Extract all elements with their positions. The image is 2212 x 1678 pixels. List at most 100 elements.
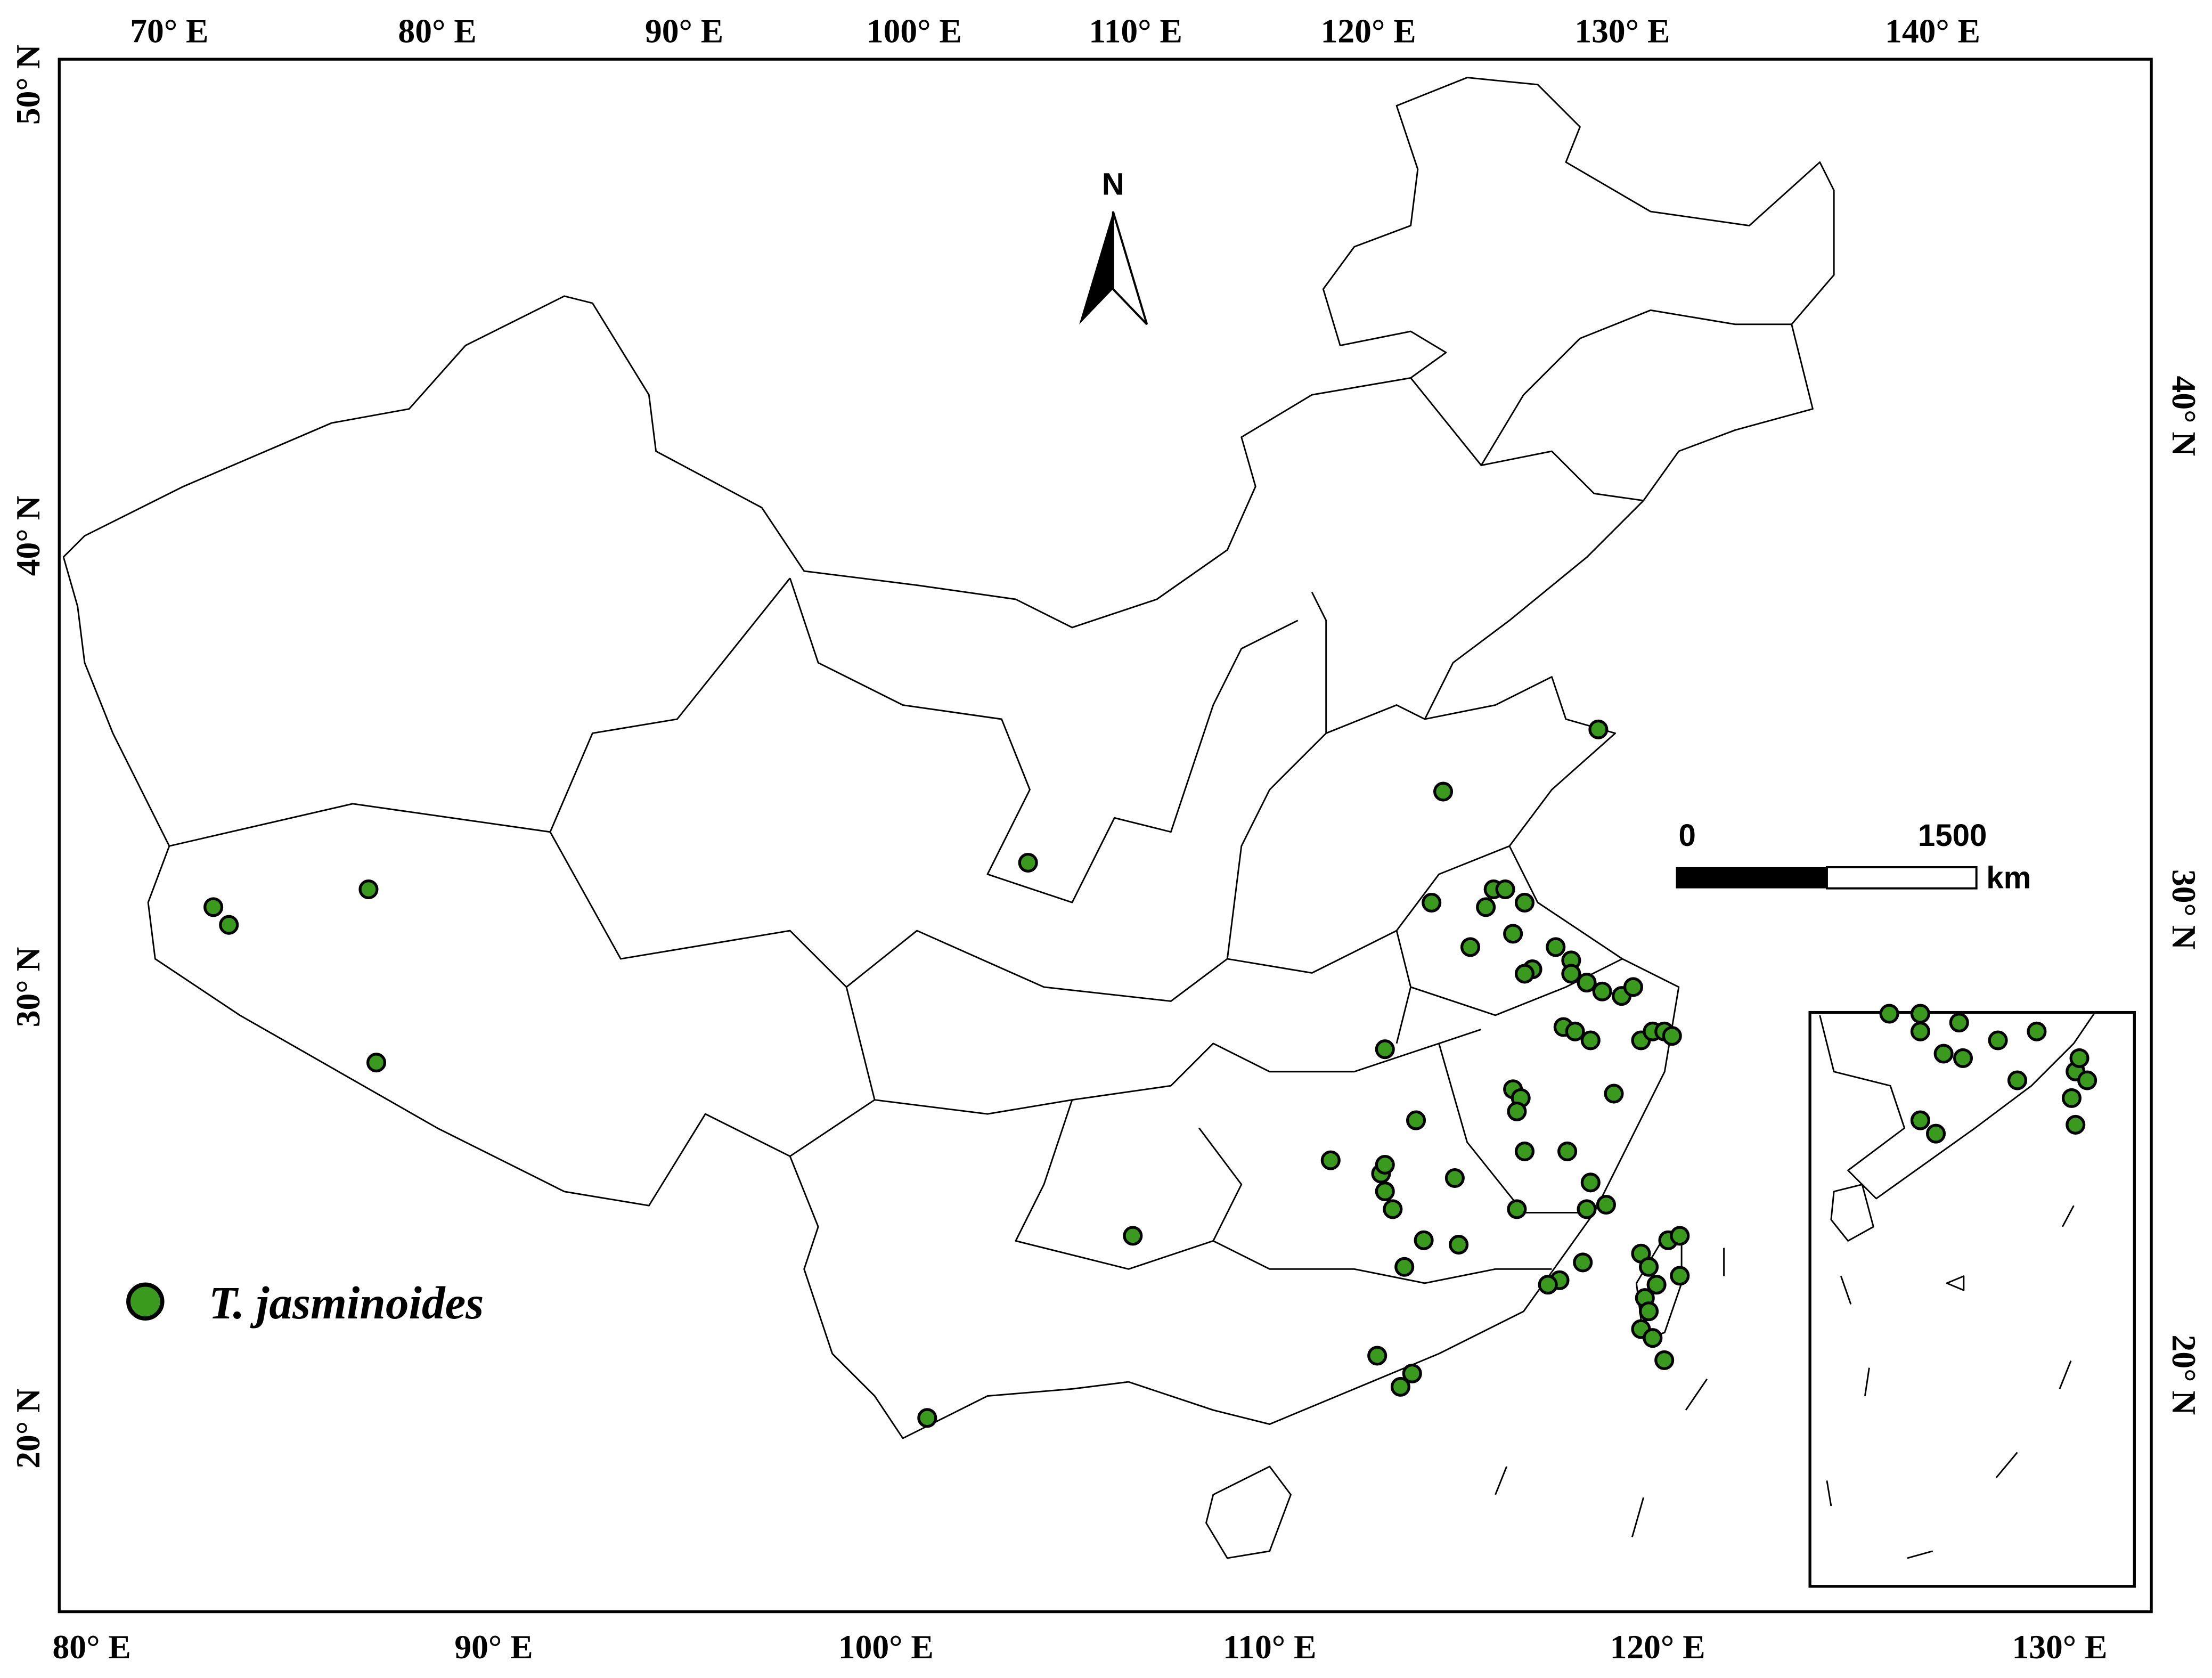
occurrence-point xyxy=(1925,1123,1946,1144)
occurrence-point xyxy=(1623,977,1643,997)
occurrence-point xyxy=(1394,1257,1415,1277)
top-axis-label: 120° E xyxy=(1321,12,1416,50)
occurrence-point xyxy=(1422,892,1442,913)
occurrence-point xyxy=(1949,1013,1969,1033)
bottom-axis-label: 130° E xyxy=(2012,1628,2107,1666)
bottom-axis-label: 120° E xyxy=(1610,1628,1705,1666)
occurrence-point xyxy=(1592,981,1612,1001)
left-axis-label: 50° N xyxy=(9,44,47,125)
left-axis-label: 30° N xyxy=(9,947,47,1027)
inset-dashes xyxy=(1826,1205,2075,1559)
occurrence-point xyxy=(1375,1039,1395,1060)
occurrence-point xyxy=(1383,1199,1403,1219)
occurrence-point xyxy=(1402,1363,1422,1383)
occurrence-point xyxy=(1507,1199,1527,1219)
sea-dashes xyxy=(1495,1248,1725,1537)
occurrence-point xyxy=(1580,1030,1601,1050)
occurrence-point xyxy=(1433,781,1454,802)
occurrence-point xyxy=(1503,924,1523,944)
occurrence-point xyxy=(1507,1101,1527,1121)
occurrence-point xyxy=(2027,1021,2047,1041)
top-axis-label: 100° E xyxy=(867,12,962,50)
occurrence-point xyxy=(1449,1235,1469,1255)
left-axis-label: 40° N xyxy=(9,495,47,576)
occurrence-point xyxy=(1639,1301,1659,1322)
north-arrow-right xyxy=(1112,211,1148,325)
scale-end: 1500 xyxy=(1918,818,1987,853)
occurrence-point xyxy=(203,897,224,917)
occurrence-point xyxy=(1879,1004,1899,1024)
top-axis-label: 90° E xyxy=(645,12,723,50)
scale-unit: km xyxy=(1986,861,2031,895)
left-axis-label: 20° N xyxy=(9,1388,47,1469)
occurrence-point xyxy=(2007,1070,2028,1090)
occurrence-point xyxy=(1577,973,1597,993)
occurrence-point xyxy=(366,1053,387,1073)
occurrence-point xyxy=(1538,1275,1558,1295)
north-label: N xyxy=(1102,167,1124,201)
occurrence-point xyxy=(1604,1084,1624,1104)
occurrence-point xyxy=(1910,1021,1930,1041)
occurrence-point xyxy=(1444,1168,1465,1188)
occurrence-point xyxy=(1495,879,1515,900)
occurrence-point xyxy=(1123,1226,1143,1246)
right-axis-label: 40° N xyxy=(2165,376,2203,457)
scale-bar: 0 1500 km xyxy=(1676,818,2031,895)
occurrence-point xyxy=(1367,1346,1387,1366)
occurrence-point xyxy=(1953,1048,1973,1068)
occurrence-point xyxy=(2061,1088,2082,1108)
hainan xyxy=(1205,1465,1292,1559)
occurrence-point xyxy=(219,915,239,935)
bottom-axis-label: 110° E xyxy=(1223,1628,1317,1666)
scale-bar-light xyxy=(1825,866,1978,890)
bottom-axis-label: 100° E xyxy=(838,1628,934,1666)
occurrence-point xyxy=(2069,1048,2089,1068)
occurrence-point xyxy=(1910,1004,1930,1024)
occurrence-point xyxy=(1654,1350,1675,1370)
inset-frame xyxy=(1808,1011,2136,1588)
occurrence-point xyxy=(1514,1141,1535,1161)
occurrence-point xyxy=(1596,1194,1616,1215)
scale-start: 0 xyxy=(1679,818,1696,853)
occurrence-point xyxy=(1639,1257,1659,1277)
top-axis-label: 70° E xyxy=(130,12,208,50)
occurrence-point xyxy=(1646,1275,1667,1295)
occurrence-point xyxy=(1476,897,1496,917)
occurrence-point xyxy=(1375,1181,1395,1202)
occurrence-point xyxy=(1662,1026,1682,1046)
occurrence-point xyxy=(1390,1376,1410,1397)
bottom-axis-label: 80° E xyxy=(53,1628,131,1666)
occurrence-point xyxy=(1557,1141,1578,1161)
map-frame xyxy=(58,58,2153,1614)
occurrence-point xyxy=(1670,1266,1690,1286)
right-axis-label: 30° N xyxy=(2165,869,2203,950)
occurrence-point xyxy=(1546,937,1566,957)
right-axis-label: 20° N xyxy=(2165,1335,2203,1415)
occurrence-point xyxy=(1561,964,1581,984)
legend-label: T. jasminoides xyxy=(209,1277,484,1329)
occurrence-point xyxy=(1577,1199,1597,1219)
occurrence-point xyxy=(1933,1044,1954,1064)
occurrence-point xyxy=(1460,937,1481,957)
occurrence-point xyxy=(1018,852,1038,873)
bottom-axis-label: 90° E xyxy=(454,1628,533,1666)
occurrence-point xyxy=(1406,1110,1426,1130)
occurrence-point xyxy=(1643,1328,1663,1348)
occurrence-point xyxy=(1320,1150,1341,1170)
occurrence-point xyxy=(1588,719,1609,739)
top-axis-label: 130° E xyxy=(1574,12,1670,50)
occurrence-point xyxy=(2066,1114,2086,1135)
legend: T. jasminoides xyxy=(126,1277,484,1329)
province-boundaries xyxy=(169,309,1792,1284)
occurrence-point xyxy=(1670,1226,1690,1246)
occurrence-point xyxy=(2077,1070,2097,1090)
occurrence-point xyxy=(1414,1230,1434,1250)
occurrence-point xyxy=(1910,1110,1930,1130)
occurrence-point xyxy=(1375,1154,1395,1175)
occurrence-point xyxy=(1514,964,1535,984)
inset-boundaries xyxy=(1819,1012,2096,1291)
occurrence-point xyxy=(1988,1030,2008,1050)
occurrence-point xyxy=(1565,1021,1585,1041)
